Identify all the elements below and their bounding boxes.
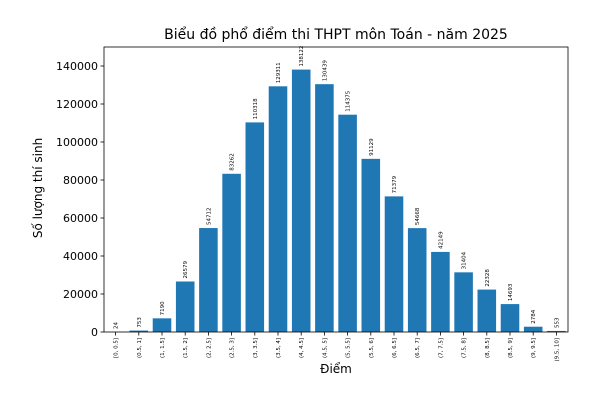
x-tick-label: (3.5, 4] bbox=[276, 338, 282, 358]
data-label: 26579 bbox=[183, 261, 189, 279]
bars-group bbox=[106, 69, 566, 333]
x-tick-label: (5, 5.5] bbox=[346, 338, 352, 358]
bar bbox=[500, 304, 520, 332]
bar bbox=[315, 84, 334, 332]
y-tick-label: 100000 bbox=[56, 136, 98, 149]
data-label: 22328 bbox=[485, 269, 491, 287]
bar bbox=[222, 173, 241, 332]
x-tick-label: (1.5, 2] bbox=[183, 338, 189, 358]
data-labels-group: 24 753 7190 26579 54712 83262 110318 129311 1381… bbox=[114, 46, 561, 329]
data-label: 110318 bbox=[253, 98, 259, 119]
data-label: 138122 bbox=[299, 46, 305, 67]
x-tick-label: (2.5, 3] bbox=[230, 338, 236, 358]
x-axis-title: Điểm bbox=[320, 362, 352, 376]
y-axis-title: Số lượng thí sinh bbox=[31, 138, 45, 238]
bar bbox=[129, 330, 149, 332]
data-label: 130439 bbox=[322, 60, 328, 81]
data-label: 54668 bbox=[415, 207, 421, 225]
plot-frame bbox=[103, 46, 569, 333]
bar bbox=[384, 196, 404, 332]
x-tick-label: (3, 3.5] bbox=[253, 338, 259, 358]
data-label: 553 bbox=[554, 317, 560, 328]
bar bbox=[338, 114, 357, 332]
bar bbox=[245, 122, 265, 333]
bar bbox=[477, 289, 497, 332]
bar bbox=[175, 281, 195, 332]
bar bbox=[268, 86, 288, 332]
x-tick-label: (0.5, 1] bbox=[137, 338, 143, 358]
data-label: 114375 bbox=[346, 90, 352, 111]
x-tick-label: (7, 7.5] bbox=[438, 338, 444, 358]
y-tick-label: 120000 bbox=[56, 98, 98, 111]
y-tick-label: 60000 bbox=[63, 212, 98, 225]
bar bbox=[291, 69, 311, 332]
bar bbox=[431, 251, 450, 332]
data-label: 83262 bbox=[230, 153, 236, 171]
y-tick-label: 0 bbox=[91, 326, 98, 339]
bar bbox=[547, 330, 566, 332]
x-tick-label: (6, 6.5] bbox=[392, 338, 398, 358]
data-label: 54712 bbox=[206, 208, 212, 226]
x-tick-label: (9.5, 10] bbox=[554, 338, 560, 362]
y-tick-label: 80000 bbox=[63, 174, 98, 187]
data-label: 24 bbox=[114, 321, 120, 328]
data-label: 71379 bbox=[392, 175, 398, 193]
data-label: 753 bbox=[137, 317, 143, 328]
chart-title: Biểu đồ phổ điểm thi THPT môn Toán - năm… bbox=[164, 26, 508, 43]
bar bbox=[152, 318, 172, 332]
data-label: 2784 bbox=[531, 309, 537, 323]
data-label: 42149 bbox=[438, 231, 444, 249]
bar bbox=[523, 326, 543, 332]
y-tick-label: 140000 bbox=[56, 60, 98, 73]
x-tick-label: (8.5, 9] bbox=[508, 338, 514, 358]
bar bbox=[361, 158, 381, 332]
x-tick-label: (1, 1.5] bbox=[160, 338, 166, 358]
data-label: 14693 bbox=[508, 283, 514, 301]
x-tick-label: (4.5, 5] bbox=[322, 338, 328, 358]
data-label: 91129 bbox=[369, 138, 375, 156]
bar bbox=[199, 228, 218, 332]
bar bbox=[407, 228, 427, 332]
x-tick-label: (7.5, 8] bbox=[462, 338, 468, 358]
x-tick-label: (2, 2.5] bbox=[206, 338, 212, 358]
x-tick-label: (9, 9.5] bbox=[531, 338, 537, 358]
data-label: 31404 bbox=[462, 251, 468, 269]
data-label: 7190 bbox=[160, 301, 166, 315]
data-label: 129311 bbox=[276, 62, 282, 83]
y-tick-label: 20000 bbox=[63, 288, 98, 301]
x-tick-label: [0, 0.5] bbox=[114, 338, 120, 358]
y-tick-label: 40000 bbox=[63, 250, 98, 263]
y-axis: 0 20000 40000 60000 80000 100000 120000 140000 bbox=[56, 60, 104, 339]
x-tick-label: (5.5, 6] bbox=[369, 338, 375, 358]
x-axis: [0, 0.5] (0.5, 1] (1, 1.5] (1.5, 2] (2, 2.5]… bbox=[114, 332, 560, 362]
x-tick-label: (4, 4.5] bbox=[299, 338, 305, 358]
bar bbox=[454, 272, 473, 332]
x-tick-label: (6.5, 7] bbox=[415, 338, 421, 358]
x-tick-label: (8, 8.5] bbox=[485, 338, 491, 358]
